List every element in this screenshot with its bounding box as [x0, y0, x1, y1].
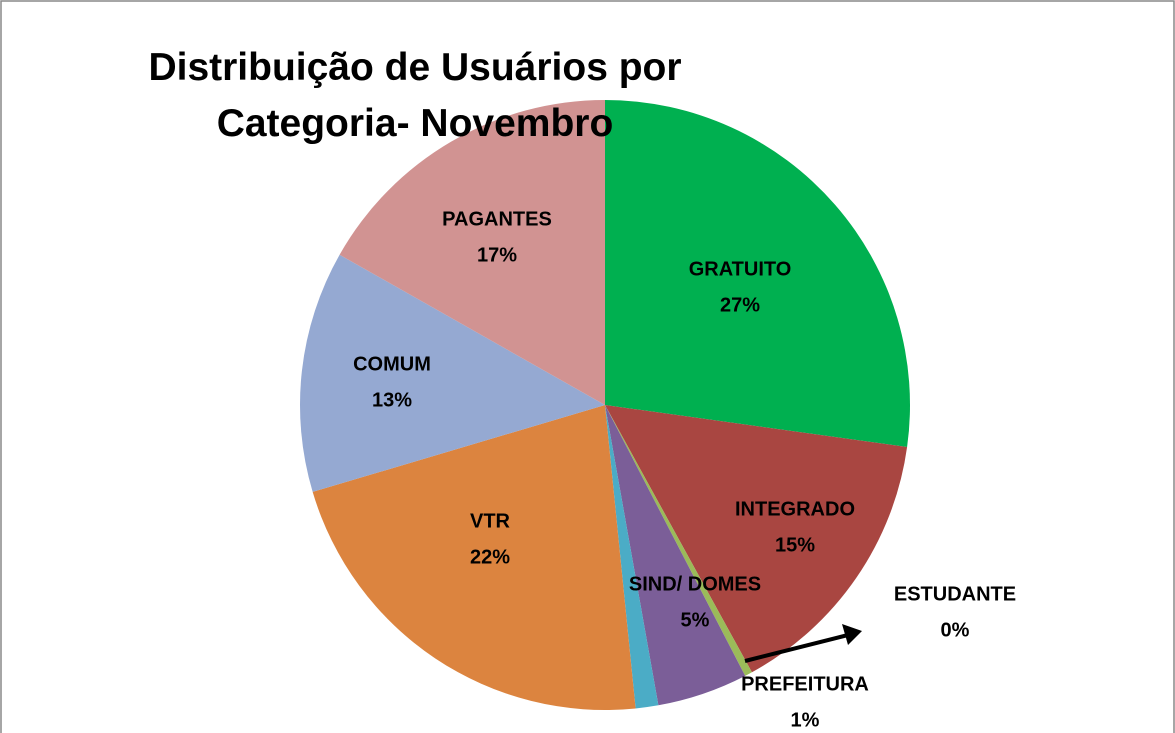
- slice-value-label: 17%: [477, 244, 517, 266]
- slice-label: COMUM: [353, 353, 431, 375]
- pie-slice: [312, 405, 636, 711]
- slice-value-label: 27%: [720, 294, 760, 316]
- labels: GRATUITO 27% INTEGRADO 15% ESTUDANTE 0% SIND/ …: [353, 208, 1016, 731]
- slice-value-label: 1%: [791, 709, 820, 731]
- pie-slice: [605, 405, 752, 676]
- slice-label: INTEGRADO: [735, 498, 855, 520]
- pie-slice: [605, 405, 908, 673]
- slice-value-label: 5%: [681, 609, 710, 631]
- chart-title: Distribuição de Usuários por Categoria- …: [148, 46, 682, 145]
- slice-label: GRATUITO: [689, 258, 792, 280]
- pie-slice: [339, 100, 605, 405]
- slice-label: PREFEITURA: [741, 673, 869, 695]
- pie-slice: [605, 405, 659, 709]
- pie-slice: [299, 254, 605, 492]
- slice-label: SIND/ DOMES: [629, 573, 761, 595]
- slice-label: VTR: [470, 510, 511, 532]
- slice-label: PAGANTES: [442, 208, 552, 230]
- pie: [299, 100, 910, 711]
- slice-value-label: 22%: [470, 546, 510, 568]
- slice-value-label: 0%: [941, 619, 970, 641]
- pie-slice: [605, 405, 746, 706]
- slice-value-label: 13%: [372, 389, 412, 411]
- slice-label: ESTUDANTE: [894, 583, 1016, 605]
- slice-value-label: 15%: [775, 534, 815, 556]
- leader-arrow: [744, 633, 849, 663]
- arrow-head: [842, 624, 862, 645]
- pie-slice: [605, 100, 910, 448]
